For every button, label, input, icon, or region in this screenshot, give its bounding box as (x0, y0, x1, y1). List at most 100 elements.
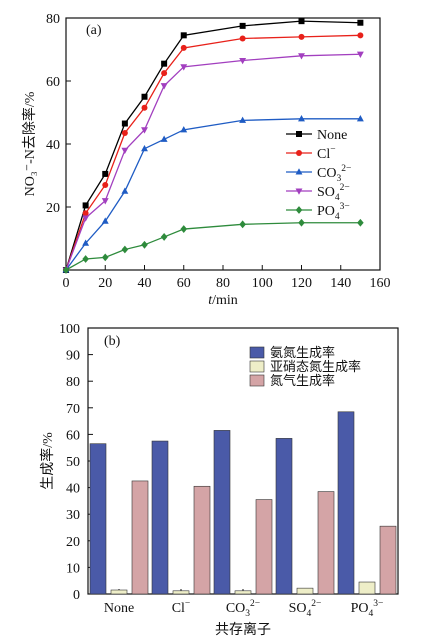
x-tick-label: 100 (252, 276, 273, 291)
data-point (239, 220, 246, 229)
x-tick-label: 80 (216, 276, 230, 291)
data-point (161, 70, 168, 77)
data-point (239, 35, 246, 42)
x-tick-label: 60 (177, 276, 191, 291)
y-tick-label: 60 (66, 428, 80, 443)
legend-label: 亚硝态氮生成率 (270, 359, 361, 374)
y-tick-label: 50 (66, 455, 80, 470)
x-tick-label: 160 (370, 276, 391, 291)
data-point (298, 115, 305, 122)
x-tick-label: 40 (138, 276, 152, 291)
x-axis-label: t/min (208, 293, 238, 308)
bar (275, 438, 293, 595)
y-tick-label: 20 (46, 201, 60, 216)
data-point (121, 120, 128, 127)
bar (193, 485, 211, 595)
legend-swatch (249, 346, 265, 359)
data-point (298, 33, 305, 40)
data-point (101, 198, 109, 205)
data-point (180, 32, 187, 39)
bar (213, 430, 231, 595)
data-point (180, 64, 188, 71)
data-point (141, 240, 148, 249)
data-point (239, 22, 246, 29)
data-point (160, 233, 168, 241)
data-point (121, 187, 129, 194)
bar (234, 590, 252, 595)
data-point (121, 129, 128, 136)
x-tick-label: PO43− (351, 599, 384, 619)
bar (151, 440, 169, 595)
data-point (298, 53, 305, 60)
legend-label: 氮气生成率 (270, 373, 335, 388)
y-tick-label: 90 (66, 349, 80, 364)
panel-label: (a) (86, 23, 102, 38)
bar (110, 589, 128, 595)
data-point (357, 218, 364, 227)
y-tick-label: 30 (66, 508, 80, 523)
x-tick-label: SO42− (289, 599, 322, 619)
y-tick-label: 40 (66, 482, 80, 497)
legend-label: 氨氮生成率 (270, 345, 335, 360)
series-line (65, 118, 361, 271)
data-point (160, 83, 168, 90)
y-tick-label: 70 (66, 402, 80, 417)
line-chart-panel: 0 20 40 60 80 100 120 140 160 20 40 60 80 (a) NO₃⁻-N去除… (21, 12, 391, 308)
legend-marker (296, 150, 302, 156)
legend-swatch (249, 360, 265, 373)
data-point (141, 93, 148, 100)
data-point (357, 32, 364, 39)
data-point (121, 245, 129, 254)
bar (337, 411, 355, 595)
data-point (82, 239, 90, 246)
panel-label: (b) (104, 334, 121, 349)
data-point (161, 60, 168, 67)
legend-marker (295, 206, 303, 214)
x-axis-label: 共存离子 (215, 621, 271, 638)
data-point (141, 127, 148, 134)
data-point (356, 51, 364, 58)
x-tick-label: Cl− (172, 599, 191, 616)
data-point (82, 255, 89, 263)
data-point (141, 104, 148, 111)
data-point (239, 116, 247, 123)
data-point (180, 126, 188, 133)
bar (131, 480, 149, 595)
x-tick-label: CO32− (226, 599, 260, 619)
x-tick-label: 120 (291, 276, 312, 291)
data-point (141, 144, 148, 152)
bar (255, 499, 273, 595)
series-line (65, 20, 361, 271)
data-point (180, 225, 188, 233)
data-point (101, 253, 109, 262)
bar (317, 491, 335, 595)
bar (89, 443, 107, 595)
x-tick-label: 140 (330, 276, 351, 291)
y-tick-label: 0 (73, 588, 80, 603)
data-point (62, 266, 70, 274)
data-point (298, 218, 305, 227)
y-tick-label: 80 (66, 375, 80, 390)
data-point (239, 57, 247, 65)
data-point (357, 19, 364, 26)
y-tick-label: 80 (46, 12, 60, 27)
data-point (180, 44, 187, 51)
data-point (102, 170, 109, 177)
x-tick-label: None (104, 601, 134, 616)
data-point (101, 217, 109, 224)
y-tick-label: 40 (46, 138, 60, 153)
legend-label: SO42− (317, 183, 350, 203)
legend-label: CO32− (317, 164, 351, 184)
y-tick-label: 10 (66, 561, 80, 576)
data-point (102, 181, 109, 188)
y-tick-label: 60 (46, 75, 60, 90)
bar (358, 581, 376, 595)
legend-label: None (317, 128, 347, 143)
data-point (82, 202, 89, 209)
data-point (298, 18, 305, 25)
series-line (65, 53, 361, 271)
legend-marker (295, 168, 303, 175)
data-point (82, 215, 90, 222)
x-tick-label: 20 (98, 276, 112, 291)
bar (379, 525, 397, 595)
